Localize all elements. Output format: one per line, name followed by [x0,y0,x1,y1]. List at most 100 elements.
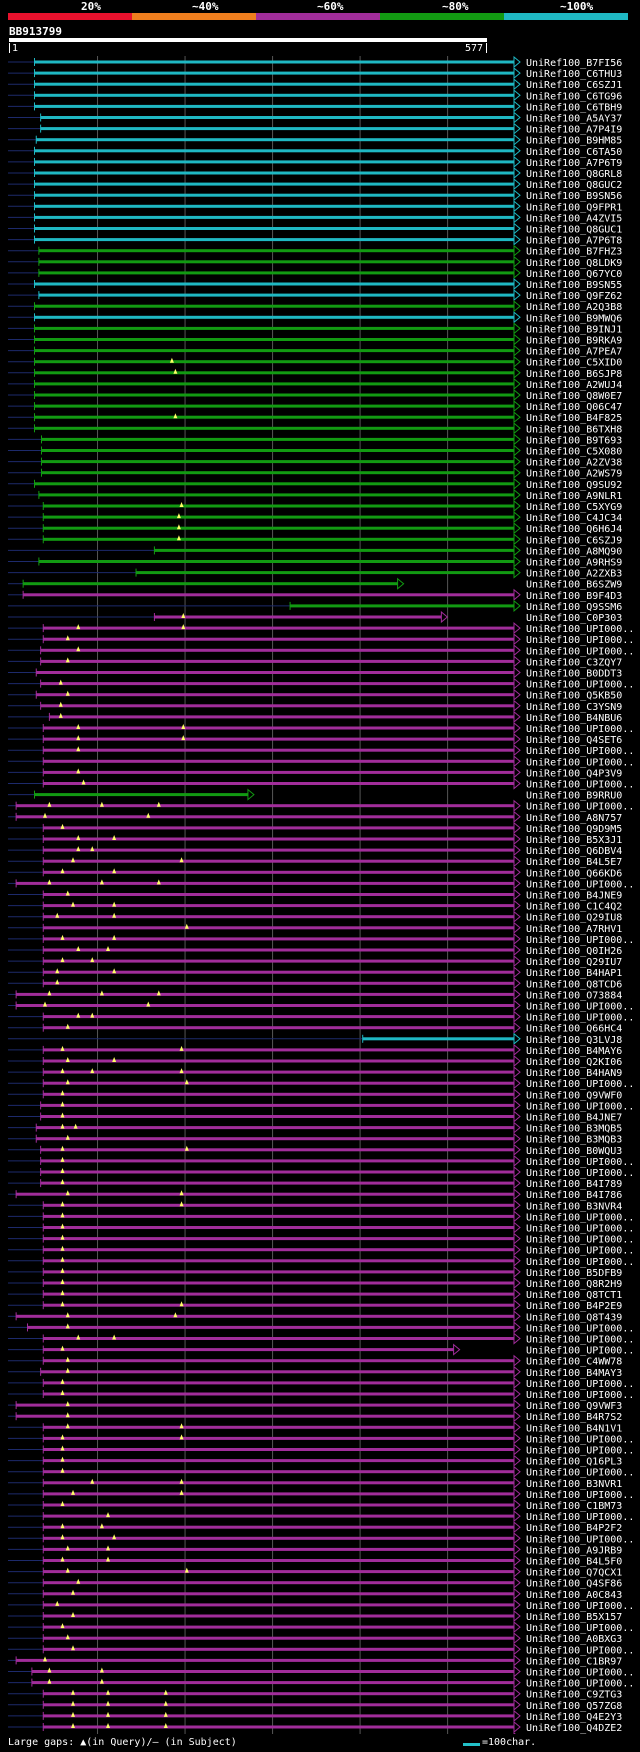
query-gap-marker [60,1534,65,1540]
hit-end-arrow [513,1354,521,1367]
hit-label: UniRef100_B6SJP8 [526,369,622,380]
hit-bar [34,71,515,75]
query-gap-marker [55,968,60,974]
hit-bar [43,915,515,919]
hit-bar [43,1459,515,1463]
hit-end-arrow [513,1332,521,1345]
query-gap-marker [60,1523,65,1529]
query-gap-marker [112,835,117,840]
hit-end-arrow [513,1487,521,1500]
hit-bar [40,648,516,652]
hit-bar [34,60,515,64]
hit-label: UniRef100_C5XID0 [526,358,622,369]
hit-label: UniRef100_C1C4Q2 [526,902,622,913]
hit-end-arrow [513,1443,521,1456]
query-gap-marker [99,801,104,807]
hit-end-arrow [513,67,521,80]
legend-segment-3 [256,13,380,20]
hit-label: UniRef100_UPI000.. [526,1013,634,1024]
query-gap-marker [112,901,117,907]
hit-label: UniRef100_UPI000.. [526,680,634,691]
hit-bar [38,260,516,264]
hit-end-arrow [513,400,521,413]
query-gap-marker [65,1079,70,1085]
hit-end-arrow [513,344,521,357]
hit-label: UniRef100_UPI000.. [526,1679,634,1690]
query-gap-marker [179,1201,184,1207]
query-gap-marker [47,801,52,807]
hit-end-arrow [513,1232,521,1245]
hit-label: UniRef100_Q9SSM6 [526,602,622,613]
query-gap-marker [60,1090,65,1096]
hit-bar [43,1481,515,1485]
hit-bar [34,215,515,219]
hit-bar [290,604,515,608]
query-gap-marker [55,979,60,985]
query-gap-marker [60,1390,65,1395]
hit-label: UniRef100_B9HM85 [526,136,622,147]
query-gap-marker [71,1723,76,1728]
query-gap-marker [60,1301,65,1307]
hit-label: UniRef100_B6SZW9 [526,580,622,591]
hit-end-arrow [513,1510,521,1523]
query-gap-marker [65,1634,70,1640]
hit-label: UniRef100_Q9D9M5 [526,824,622,835]
query-gap-marker [179,1045,184,1051]
hit-bar [34,104,515,108]
hit-end-arrow [513,289,521,302]
hit-label: UniRef100_UPI000.. [526,1079,634,1090]
query-gap-marker [112,934,117,940]
hit-label: UniRef100_C5X080 [526,447,622,458]
hit-end-arrow [513,855,521,868]
query-gap-marker [47,1667,52,1673]
hit-end-arrow [513,810,521,823]
query-gap-marker [112,912,117,918]
hit-bar [43,1603,515,1607]
query-gap-marker [112,1334,117,1340]
hit-end-arrow [513,1165,521,1179]
query-gap-marker [47,1678,52,1684]
hit-bar [43,1237,515,1241]
hit-bar [43,637,515,641]
hit-label: UniRef100_UPI000.. [526,757,634,768]
hit-end-arrow [513,200,521,213]
hit-end-arrow [513,943,521,957]
query-gap-marker [60,1123,65,1129]
hit-end-arrow [513,533,521,546]
hit-bar [43,1015,515,1019]
hit-label: UniRef100_B3MQB3 [526,1135,622,1146]
hit-label: UniRef100_A2WUJ4 [526,380,622,391]
hit-bar [16,815,515,819]
query-gap-marker [184,923,189,929]
hit-bar [43,1570,515,1574]
hit-label: UniRef100_UPI000.. [526,1512,634,1523]
hit-end-arrow [513,588,521,601]
hit-bar [154,548,515,552]
hit-label: UniRef100_Q8GRL8 [526,169,622,180]
hit-end-arrow [513,866,521,879]
query-gap-marker [60,1212,65,1218]
hit-end-arrow [513,921,521,934]
hit-bar [34,315,515,319]
hit-end-arrow [513,1243,521,1256]
hit-label: UniRef100_Q0IH26 [526,946,622,957]
hit-label: UniRef100_A0BXG3 [526,1634,622,1645]
hit-bar [43,1270,515,1274]
hit-label: UniRef100_Q9VWF0 [526,1090,622,1101]
hit-end-arrow [397,577,405,590]
query-gap-marker [173,1312,178,1318]
hit-label: UniRef100_B4P2F2 [526,1523,622,1534]
hit-end-arrow [513,166,521,180]
query-gap-marker [76,746,81,752]
hit-end-arrow [513,677,521,690]
hit-bar [36,671,515,674]
hit-bar [27,1325,515,1329]
query-gap-marker [60,1201,65,1207]
query-gap-marker [65,635,70,641]
hit-bar [43,1636,515,1640]
hit-bar [43,770,515,774]
hit-end-arrow [513,189,521,202]
hit-label: UniRef100_UPI000.. [526,1390,634,1401]
hit-label: UniRef100_Q4DZE2 [526,1723,622,1734]
hit-bar [43,981,515,985]
